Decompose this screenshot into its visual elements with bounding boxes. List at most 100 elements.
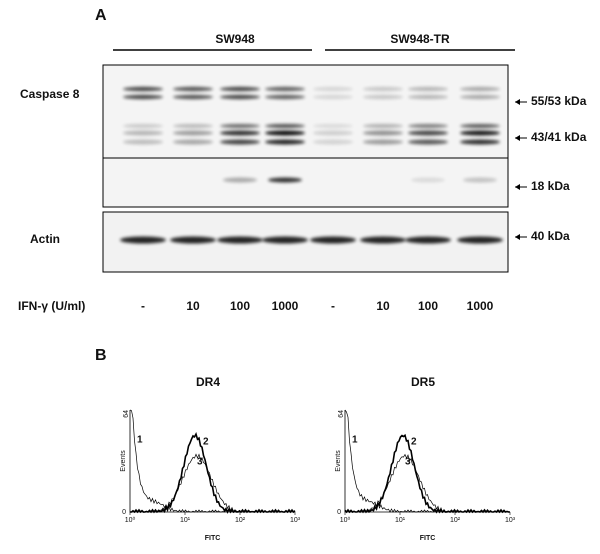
treatment-label: IFN-γ (U/ml) <box>18 299 85 313</box>
band <box>123 130 163 136</box>
x-tick-label: 10¹ <box>180 517 191 524</box>
y-tick-label: 64 <box>123 410 130 418</box>
band <box>363 94 403 100</box>
marker-label: 40 kDa <box>531 229 570 243</box>
band <box>268 177 302 183</box>
band <box>265 124 305 128</box>
arrow-head <box>515 135 520 141</box>
curve-label: 1 <box>352 435 358 446</box>
curve-label: 2 <box>203 437 209 448</box>
band <box>313 130 353 136</box>
y-tick-label: 64 <box>338 410 345 418</box>
band <box>173 130 213 136</box>
curve-label: 1 <box>137 435 143 446</box>
band <box>265 130 305 136</box>
band <box>173 124 213 128</box>
band <box>460 130 500 136</box>
histogram-curve <box>129 409 296 513</box>
row-label: Caspase 8 <box>20 87 80 101</box>
marker-label: 43/41 kDa <box>531 130 587 144</box>
curve-label: 2 <box>411 437 417 448</box>
x-tick-label: 10² <box>235 517 246 524</box>
y-axis-label: Events <box>120 450 127 472</box>
x-tick-label: 10³ <box>505 517 516 524</box>
band <box>217 236 263 244</box>
plot-title: DR5 <box>411 375 435 389</box>
band <box>173 94 213 100</box>
band <box>123 139 163 145</box>
band <box>363 139 403 145</box>
marker-label: 55/53 kDa <box>531 94 587 108</box>
band <box>173 139 213 145</box>
x-axis-label: FITC <box>205 535 221 542</box>
band <box>408 124 448 128</box>
band <box>265 139 305 145</box>
band <box>363 124 403 128</box>
arrow-head <box>515 184 520 190</box>
band <box>313 139 353 145</box>
band <box>220 124 260 128</box>
marker-label: 18 kDa <box>531 179 570 193</box>
band <box>313 86 353 92</box>
band <box>408 94 448 100</box>
band <box>310 236 356 244</box>
band <box>265 94 305 100</box>
band <box>120 236 166 244</box>
histogram-curve <box>344 433 511 514</box>
lane-label: - <box>331 299 335 313</box>
lane-label: 1000 <box>272 299 299 313</box>
group-label: SW948 <box>215 32 255 46</box>
band <box>363 86 403 92</box>
lane-label: 1000 <box>467 299 494 313</box>
band <box>223 177 257 183</box>
lane-label: - <box>141 299 145 313</box>
band <box>411 177 445 183</box>
histogram-curve <box>130 453 296 513</box>
band <box>220 139 260 145</box>
band <box>173 86 213 92</box>
band <box>463 177 497 183</box>
group-label: SW948-TR <box>390 32 450 46</box>
blot-actin <box>102 211 509 273</box>
arrow-head <box>515 234 520 240</box>
x-tick-label: 10⁰ <box>125 516 136 524</box>
x-tick-label: 10⁰ <box>340 516 351 524</box>
y-tick-label: 0 <box>122 509 126 516</box>
histogram-curve <box>344 409 511 513</box>
band <box>220 130 260 136</box>
band <box>408 139 448 145</box>
histogram-curve <box>130 431 296 514</box>
band <box>265 86 305 92</box>
y-axis-label: Events <box>335 450 342 472</box>
x-tick-label: 10³ <box>290 517 301 524</box>
y-tick-label: 0 <box>337 509 341 516</box>
blot-caspase <box>102 64 509 208</box>
band <box>123 94 163 100</box>
band <box>405 236 451 244</box>
band <box>460 124 500 128</box>
x-tick-label: 10¹ <box>395 517 406 524</box>
axes <box>129 410 295 513</box>
panel-label: A <box>95 7 107 24</box>
panel-label: B <box>95 347 107 364</box>
x-axis-label: FITC <box>420 535 436 542</box>
lane-label: 10 <box>186 299 200 313</box>
band <box>262 236 308 244</box>
histogram-curve <box>344 453 511 513</box>
band <box>313 124 353 128</box>
band <box>123 86 163 92</box>
lane-label: 100 <box>230 299 250 313</box>
band <box>170 236 216 244</box>
axes <box>344 410 510 513</box>
band <box>220 94 260 100</box>
arrow-head <box>515 99 520 105</box>
lane-label: 10 <box>376 299 390 313</box>
band <box>408 86 448 92</box>
row-label: Actin <box>30 232 60 246</box>
band <box>363 130 403 136</box>
band <box>360 236 406 244</box>
band <box>460 139 500 145</box>
curve-label: 3 <box>197 457 203 468</box>
band <box>408 130 448 136</box>
